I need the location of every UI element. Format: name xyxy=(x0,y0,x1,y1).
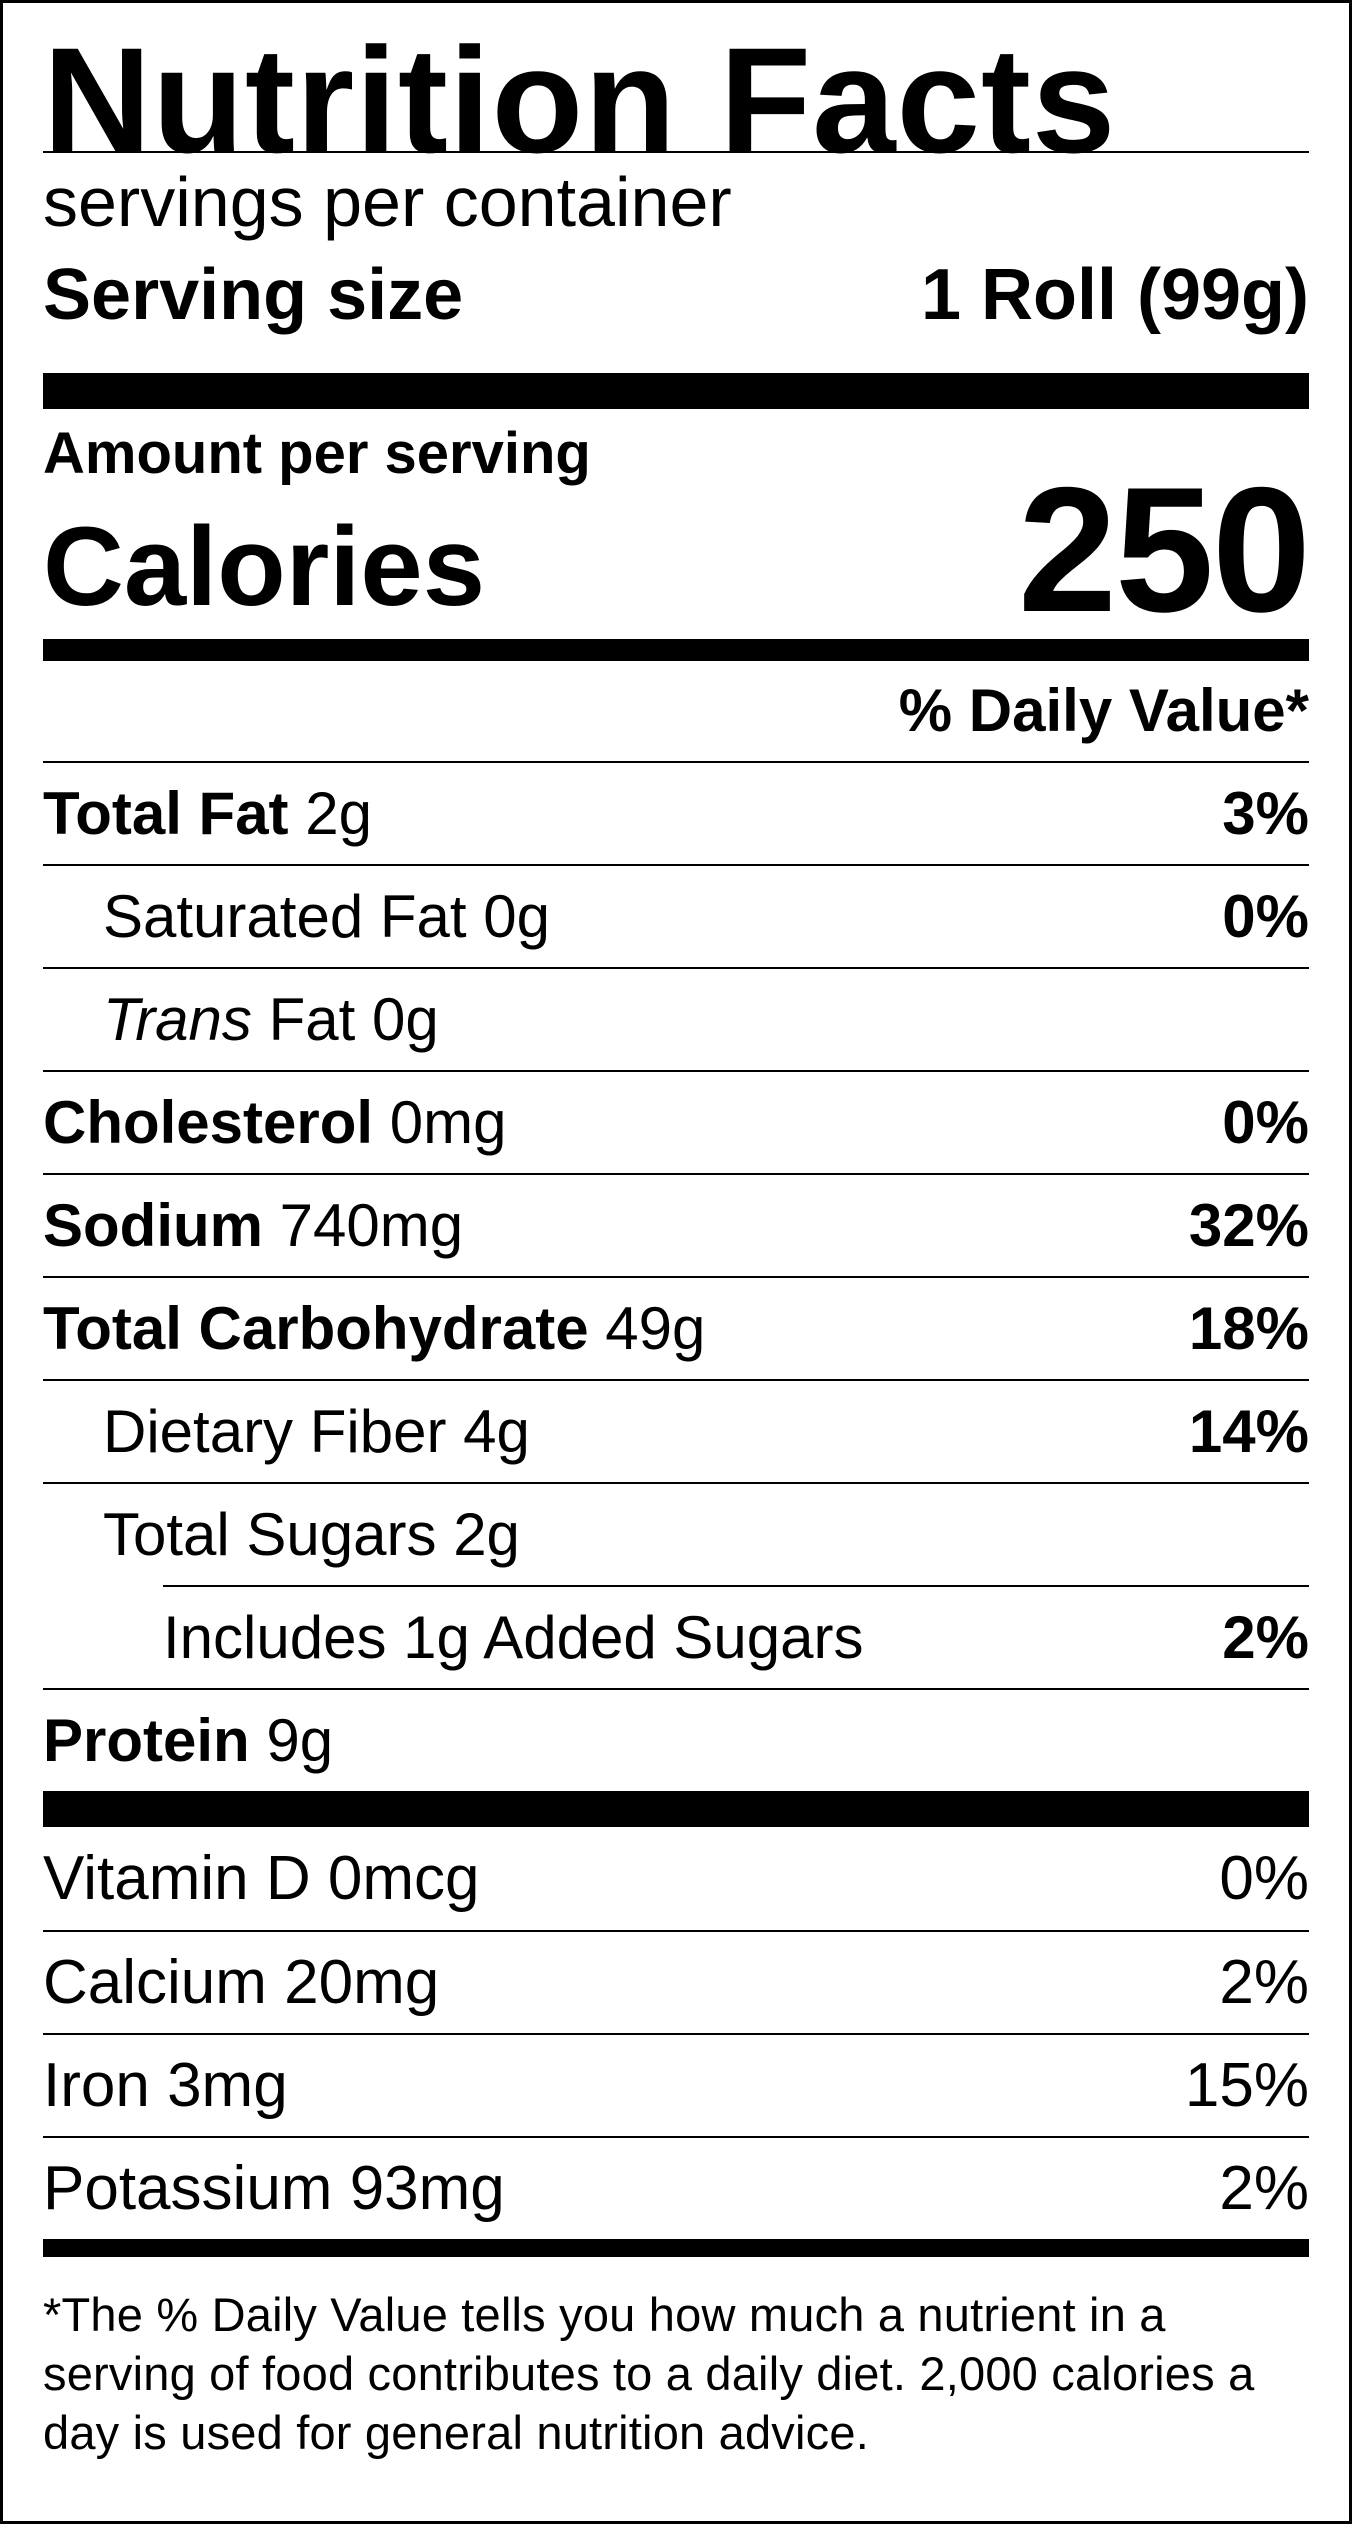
nutrient-dv: 32% xyxy=(1188,1192,1309,1259)
nutrient-name: Protein xyxy=(43,1707,250,1774)
vitamin-dv: 15% xyxy=(1184,2051,1309,2120)
nutrient-amount: 0g xyxy=(371,986,439,1053)
thick-divider xyxy=(43,373,1309,409)
serving-size-row: Serving size 1 Roll (99g) xyxy=(43,249,1309,373)
nutrient-name: Total Fat xyxy=(43,780,289,847)
nutrient-amount: 0mg xyxy=(389,1089,507,1156)
nutrient-row-cholesterol: Cholesterol 0mg 0% xyxy=(43,1070,1309,1173)
nutrient-amount: 9g xyxy=(266,1707,334,1774)
nutrient-amount: 740mg xyxy=(279,1192,464,1259)
calories-value: 250 xyxy=(1018,450,1311,650)
vitamin-dv: 2% xyxy=(1219,2154,1309,2223)
nutrient-amount: 49g xyxy=(605,1295,706,1362)
nutrient-row-added-sugars: Includes 1g Added Sugars 2% xyxy=(43,1585,1309,1688)
nutrient-row-dietary-fiber: Dietary Fiber 4g 14% xyxy=(43,1379,1309,1482)
nutrient-name: Dietary Fiber xyxy=(103,1398,447,1465)
vitamin-row-calcium: Calcium 20mg 2% xyxy=(43,1930,1309,2033)
serving-size-value: 1 Roll (99g) xyxy=(920,255,1309,335)
vitamin-name: Potassium xyxy=(43,2154,333,2223)
nutrient-name: Sodium xyxy=(43,1192,263,1259)
amount-per-serving: Amount per serving xyxy=(43,421,591,486)
footnote: *The % Daily Value tells you how much a … xyxy=(43,2288,1255,2459)
vitamin-dv: 2% xyxy=(1219,1948,1309,2017)
vitamin-name: Vitamin D xyxy=(43,1844,311,1913)
nutrient-dv: 14% xyxy=(1188,1398,1309,1465)
nutrient-name: Includes 1g Added Sugars xyxy=(163,1604,864,1671)
thick-divider xyxy=(43,1791,1309,1827)
vitamin-row-potassium: Potassium 93mg 2% xyxy=(43,2136,1309,2239)
nutrient-dv: 18% xyxy=(1188,1295,1309,1362)
nutrient-row-protein: Protein 9g xyxy=(43,1688,1309,1791)
servings-per-container: servings per container xyxy=(43,163,732,241)
nutrient-dv: 3% xyxy=(1222,780,1309,847)
nutrient-row-total-carbohydrate: Total Carbohydrate 49g 18% xyxy=(43,1276,1309,1379)
nutrient-row-total-fat: Total Fat 2g 3% xyxy=(43,761,1309,864)
calories-label: Calories xyxy=(43,504,485,629)
divider xyxy=(43,151,1309,153)
vitamin-amount: 93mg xyxy=(349,2154,505,2223)
nutrient-amount: 4g xyxy=(463,1398,530,1465)
nutrient-row-saturated-fat: Saturated Fat 0g 0% xyxy=(43,864,1309,967)
daily-value-header: % Daily Value* xyxy=(898,677,1309,744)
vitamin-amount: 20mg xyxy=(284,1948,440,2017)
nutrient-name-italic: Trans xyxy=(103,986,252,1053)
vitamin-amount: 0mcg xyxy=(327,1844,480,1913)
vitamin-name: Calcium xyxy=(43,1948,267,2017)
nutrient-row-sodium: Sodium 740mg 32% xyxy=(43,1173,1309,1276)
nutrient-amount: 2g xyxy=(305,780,372,847)
nutrient-amount: 2g xyxy=(453,1501,520,1568)
vitamin-row-iron: Iron 3mg 15% xyxy=(43,2033,1309,2136)
nutrient-name: Cholesterol xyxy=(43,1089,374,1156)
label-title: Nutrition Facts xyxy=(43,16,1117,184)
calories-row: Calories 250 xyxy=(43,461,1311,639)
medium-divider xyxy=(43,639,1309,661)
nutrient-dv: 2% xyxy=(1222,1604,1309,1671)
nutrient-name: Total Carbohydrate xyxy=(43,1295,589,1362)
vitamin-row-vitamin-d: Vitamin D 0mcg 0% xyxy=(43,1827,1309,1930)
nutrient-dv: 0% xyxy=(1222,883,1309,950)
nutrient-dv: 0% xyxy=(1222,1089,1309,1156)
thick-divider xyxy=(43,2239,1309,2257)
vitamin-dv: 0% xyxy=(1219,1844,1309,1913)
vitamin-name: Iron xyxy=(43,2051,150,2120)
nutrient-name: Total Sugars xyxy=(103,1501,437,1568)
nutrient-name: Saturated Fat xyxy=(103,883,467,950)
serving-size-label: Serving size xyxy=(43,255,464,335)
nutrient-row-total-sugars: Total Sugars 2g xyxy=(43,1482,1309,1585)
nutrient-row-trans-fat: Trans Fat 0g xyxy=(43,967,1309,1070)
vitamin-amount: 3mg xyxy=(167,2051,288,2120)
nutrient-amount: 0g xyxy=(483,883,550,950)
nutrient-name: Fat xyxy=(268,986,356,1053)
